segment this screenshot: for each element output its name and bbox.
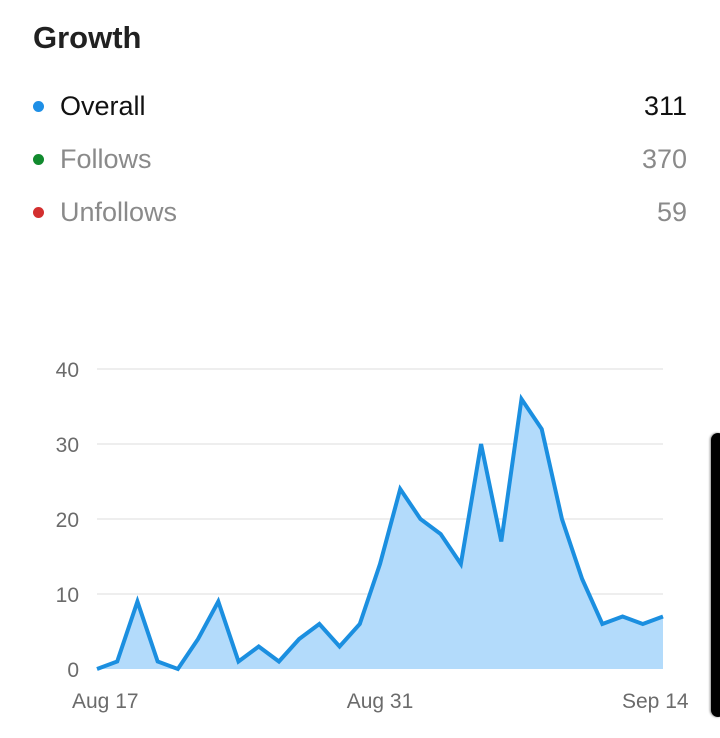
follows-dot-icon [33,153,44,165]
legend-value: 311 [643,90,687,121]
legend-item-follows[interactable]: Follows 370 [33,139,687,179]
y-tick-label: 0 [67,659,79,682]
overall-line [96,393,664,672]
legend-label: Unfollows [60,196,178,227]
y-tick-label: 30 [56,434,79,457]
x-tick-label: Aug 31 [347,690,414,713]
y-tick-label: 40 [56,359,79,382]
y-tick-label: 10 [56,584,79,607]
scrollbar-handle[interactable] [711,433,720,717]
y-axis-labels: 0 10 20 30 40 [56,359,79,682]
overall-area [97,399,663,669]
legend-item-overall[interactable]: Overall 311 [33,86,687,126]
y-tick-label: 20 [56,509,79,532]
legend-value: 59 [656,196,687,227]
x-tick-label: Sep 14 [622,690,689,713]
overall-dot-icon [33,100,44,112]
legend-value: 370 [641,143,687,174]
legend-item-unfollows[interactable]: Unfollows 59 [33,192,687,232]
growth-chart[interactable]: 0 10 20 30 40 Aug 17 Aug 31 Sep 14 [0,350,720,738]
legend-label: Overall [60,90,146,121]
section-title: Growth [33,20,142,55]
x-axis-labels: Aug 17 Aug 31 Sep 14 [72,690,689,713]
legend-label: Follows [60,143,152,174]
unfollows-dot-icon [33,206,44,218]
x-tick-label: Aug 17 [72,690,139,713]
